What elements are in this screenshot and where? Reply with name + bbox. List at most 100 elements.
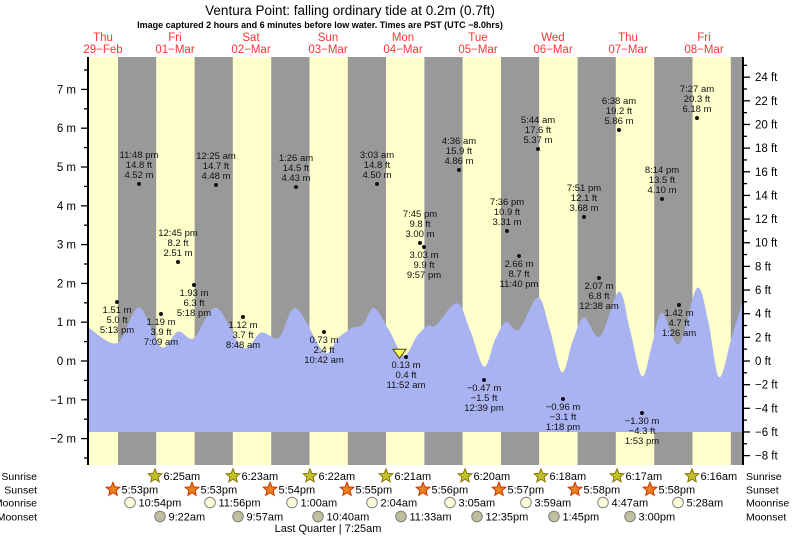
- row-label-right: Moonrise: [746, 498, 789, 510]
- left-axis-line: [87, 57, 89, 465]
- moonset-time: 11:33am: [410, 512, 452, 524]
- moonset-time: 3:00pm: [639, 512, 676, 524]
- tide-annotation-line: 11:48 pm: [120, 150, 159, 161]
- tide-annotation-line: 4:36 am: [442, 136, 476, 147]
- tide-annotation-line: 10.9 ft: [494, 207, 521, 218]
- moonrise-time: 3:59am: [535, 498, 572, 510]
- day-header-dow: Wed: [541, 32, 564, 44]
- day-header-dow: Mon: [392, 32, 414, 44]
- tide-annotation-low: −0.96 m−3.1 ft1:18 pm: [546, 397, 580, 433]
- sunrise-row: Sunrise Sunrise 6:25am 6:23am 6:22am 6:21am 6:…: [1, 467, 782, 483]
- tide-annotation-line: 7:51 pm: [567, 183, 601, 194]
- tide-annotation-low: 1.42 m4.7 ft1:26 am: [662, 303, 696, 339]
- left-axis-tick-label: 1 m: [57, 317, 76, 329]
- right-axis-tick-label: 8 ft: [755, 261, 772, 273]
- right-axis-tick-label: −6 ft: [755, 427, 779, 439]
- tide-annotation-line: 8.2 ft: [167, 238, 188, 249]
- sunset-star-icon: [641, 480, 659, 497]
- tide-annotation-line: 7:36 pm: [490, 197, 524, 208]
- tide-point-dot: [159, 312, 163, 316]
- sunrise-star-icon: [456, 467, 474, 483]
- tide-annotation-line: 3.03 m: [409, 250, 438, 261]
- tide-point-dot: [404, 355, 408, 359]
- tide-annotation-line: 8:14 pm: [645, 165, 679, 176]
- day-header-dow: Thu: [618, 32, 638, 44]
- moonrise-circle-icon: [672, 496, 684, 509]
- moonrise-time: 4:47am: [612, 498, 649, 510]
- tide-annotation-line: 3.68 m: [569, 203, 598, 214]
- tide-annotation-high: 7:45 pm9.8 ft3.00 m: [403, 209, 437, 245]
- right-axis-tick-label: 16 ft: [755, 167, 778, 179]
- sunset-time: 5:58pm: [659, 485, 696, 497]
- row-label-left: Moonrise: [0, 498, 37, 510]
- tide-annotation-line: 0.13 m: [391, 360, 420, 371]
- sunset-time: 5:58pm: [584, 485, 621, 497]
- day-header-dow: Tue: [468, 32, 487, 44]
- tide-annotation-low: 1.19 m3.9 ft7:09 am: [144, 312, 178, 348]
- tide-annotation-line: 9.9 ft: [413, 260, 434, 271]
- tide-annotation-line: 5:13 pm: [100, 325, 134, 336]
- left-axis-tick-label: −2 m: [50, 434, 76, 446]
- tide-annotation-low: −1.30 m−4.3 ft1:53 pm: [625, 411, 660, 447]
- tide-point-dot: [677, 303, 681, 307]
- tide-annotation-line: −1.30 m: [625, 416, 660, 427]
- day-header-date: 29−Feb: [83, 44, 122, 56]
- tide-annotation-line: 0.4 ft: [395, 370, 416, 381]
- tide-point-dot: [482, 378, 486, 382]
- moonrise-time: 5:28am: [687, 498, 724, 510]
- moonrise-circle-icon: [124, 496, 136, 509]
- tide-point-dot: [241, 315, 245, 319]
- page-title: Ventura Point: falling ordinary tide at …: [205, 3, 495, 18]
- day-header-date: 06−Mar: [533, 44, 572, 56]
- left-axis-tick-label: 7 m: [57, 84, 76, 96]
- sunrise-time: 6:23am: [242, 471, 279, 483]
- astro-rows: Sunrise Sunrise 6:25am 6:23am 6:22am 6:21am 6:…: [0, 467, 789, 535]
- day-header-dow: Fri: [697, 32, 710, 44]
- tide-annotation-line: 12:45 pm: [158, 228, 198, 239]
- moonrise-time: 11:56pm: [219, 498, 261, 510]
- tide-annotation-line: 14.5 ft: [283, 163, 310, 174]
- sunset-star-icon: [261, 480, 279, 497]
- sunrise-time: 6:17am: [626, 471, 663, 483]
- day-header-dow: Sun: [318, 32, 338, 44]
- tide-annotation-line: −1.5 ft: [471, 393, 498, 404]
- sunset-star-icon: [183, 480, 201, 497]
- tide-annotation-line: 9.8 ft: [409, 219, 430, 230]
- row-label-right: Moonset: [746, 512, 786, 524]
- tide-annotation-line: 14.8 ft: [364, 160, 391, 171]
- moonset-circle-icon: [471, 510, 483, 523]
- current-tide-marker-icon: [392, 348, 407, 360]
- moonset-time: 9:57am: [247, 512, 284, 524]
- tide-annotation-line: 2.66 m: [504, 259, 533, 270]
- tide-annotation-line: 1.42 m: [664, 308, 693, 319]
- row-label-left: Sunset: [4, 485, 37, 497]
- tide-annotation-low: 1.93 m6.3 ft5:18 pm: [177, 283, 211, 319]
- right-axis-tick-label: 6 ft: [755, 285, 772, 297]
- tide-annotation-line: 2.4 ft: [313, 345, 334, 356]
- right-axis-tick-label: 4 ft: [755, 309, 772, 321]
- tide-annotation-line: 1.12 m: [228, 320, 257, 331]
- tide-point-dot: [536, 147, 540, 151]
- sunset-star-icon: [104, 480, 122, 497]
- tide-annotation-line: 5.37 m: [523, 135, 552, 146]
- tide-annotation-low: 1.51 m5.0 ft5:13 pm: [100, 300, 134, 336]
- tide-annotation-line: 19.2 ft: [606, 106, 633, 117]
- tide-point-dot: [176, 260, 180, 264]
- sunrise-star-icon: [683, 467, 701, 483]
- moonrise-time: 3:05am: [459, 498, 496, 510]
- sunset-time: 5:56pm: [432, 485, 469, 497]
- moonset-time: 10:40am: [327, 512, 370, 524]
- row-label-right: Sunrise: [746, 471, 782, 483]
- right-axis-tick-label: 0 ft: [755, 356, 772, 368]
- tide-annotation-line: 7:09 am: [144, 337, 178, 348]
- sunrise-star-icon: [608, 467, 626, 483]
- tide-annotation-line: 1.19 m: [146, 317, 175, 328]
- tide-point-dot: [597, 276, 601, 280]
- row-label-right: Sunset: [746, 485, 779, 497]
